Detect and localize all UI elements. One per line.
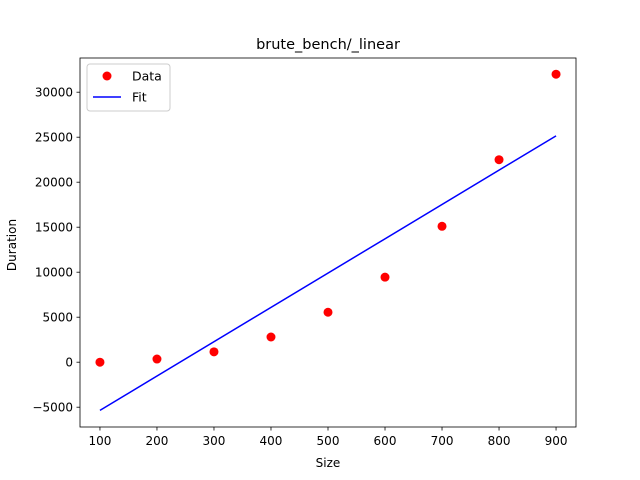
data-point xyxy=(209,347,219,357)
y-tick-label: 30000 xyxy=(35,86,73,100)
axes: 100 200 300 400 500 600 700 800 900 −5000 0 5000 100… xyxy=(32,57,577,448)
y-tick-label: 10000 xyxy=(35,266,73,280)
x-tick-label: 100 xyxy=(89,434,112,448)
x-tick-label: 200 xyxy=(146,434,169,448)
legend: Data Fit xyxy=(86,63,171,112)
data-point xyxy=(437,221,447,231)
plot-area xyxy=(95,69,561,411)
data-point xyxy=(152,354,162,364)
x-tick-label: 300 xyxy=(203,434,226,448)
data-point xyxy=(323,307,333,317)
data-point xyxy=(494,155,504,165)
y-tick-label: 5000 xyxy=(42,311,73,325)
axes-frame xyxy=(79,57,577,428)
x-tick-label: 500 xyxy=(317,434,340,448)
data-point xyxy=(551,69,561,79)
y-tick-label: 25000 xyxy=(35,131,73,145)
data-point xyxy=(95,357,105,367)
x-tick-label: 900 xyxy=(545,434,568,448)
data-point xyxy=(266,332,276,342)
y-axis-label: Duration xyxy=(5,219,19,271)
data-point xyxy=(380,272,390,282)
x-tick-label: 700 xyxy=(431,434,454,448)
y-tick-label: 15000 xyxy=(35,221,73,235)
legend-label-fit: Fit xyxy=(132,90,147,105)
y-tick-label: 0 xyxy=(65,356,73,370)
legend-marker-data xyxy=(102,71,112,81)
legend-label-data: Data xyxy=(132,69,162,84)
fit-line xyxy=(99,135,557,411)
chart-title: brute_bench/_linear xyxy=(256,37,400,53)
x-tick-label: 600 xyxy=(374,434,397,448)
y-tick-label: −5000 xyxy=(32,401,73,415)
x-tick-label: 400 xyxy=(260,434,283,448)
x-tick-label: 800 xyxy=(488,434,511,448)
y-tick-label: 20000 xyxy=(35,176,73,190)
x-axis-label: Size xyxy=(316,456,341,470)
